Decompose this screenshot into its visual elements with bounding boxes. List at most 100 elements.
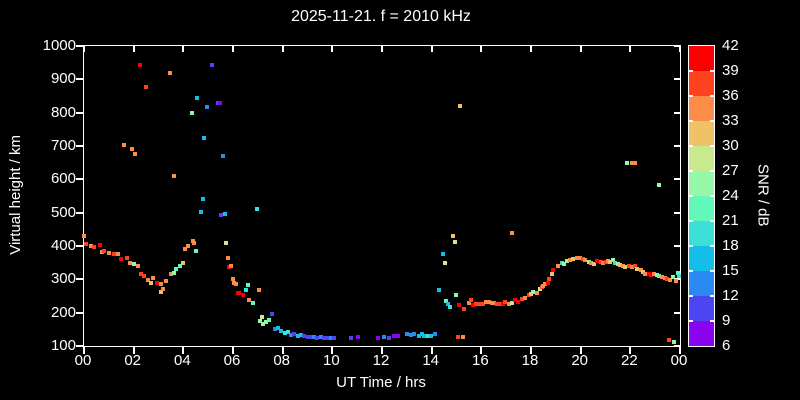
scatter-point bbox=[155, 280, 159, 285]
y-tick-right bbox=[674, 345, 680, 347]
x-tick-label: 00 bbox=[670, 352, 688, 369]
colorbar-tick-label: 33 bbox=[722, 112, 739, 129]
scatter-point bbox=[646, 272, 651, 277]
scatter-point bbox=[662, 276, 667, 281]
scatter-point bbox=[458, 104, 463, 108]
colorbar-notch bbox=[689, 245, 693, 247]
scatter-point bbox=[375, 335, 380, 340]
scatter-point bbox=[601, 260, 606, 265]
colorbar-notch bbox=[710, 95, 714, 97]
colorbar-notch bbox=[689, 95, 693, 97]
scatter-point bbox=[119, 257, 123, 262]
scatter-point bbox=[632, 264, 637, 268]
scatter-point bbox=[500, 302, 505, 307]
scatter-point bbox=[605, 259, 610, 263]
colorbar-tick-label: 9 bbox=[722, 312, 731, 329]
colorbar-tick-label: 21 bbox=[722, 212, 739, 229]
y-tick bbox=[76, 345, 83, 347]
scatter-point bbox=[92, 245, 97, 249]
scatter-point bbox=[649, 273, 654, 277]
x-tick-label: 20 bbox=[571, 352, 588, 369]
y-tick-label: 800 bbox=[50, 103, 76, 121]
scatter-point bbox=[470, 303, 475, 307]
colorbar-band bbox=[689, 96, 714, 121]
scatter-point bbox=[115, 252, 120, 257]
scatter-point bbox=[139, 271, 144, 276]
scatter-point bbox=[396, 334, 401, 338]
scatter-point bbox=[562, 261, 567, 266]
x-tick-label: 08 bbox=[273, 352, 290, 369]
scatter-point bbox=[163, 279, 168, 283]
scatter-point bbox=[451, 234, 456, 238]
scatter-point bbox=[260, 315, 265, 319]
scatter-point bbox=[264, 319, 269, 324]
x-tick bbox=[83, 347, 85, 354]
scatter-point bbox=[429, 334, 434, 338]
scatter-point bbox=[509, 230, 514, 235]
x-tick-label: 02 bbox=[124, 352, 141, 369]
scatter-point bbox=[452, 240, 457, 244]
x-tick bbox=[381, 347, 383, 354]
scatter-point bbox=[273, 327, 278, 332]
scatter-point bbox=[219, 213, 224, 218]
scatter-point bbox=[589, 260, 594, 265]
scatter-point bbox=[641, 269, 646, 274]
scatter-point bbox=[495, 302, 500, 307]
scatter-point bbox=[534, 290, 539, 295]
scatter-point bbox=[158, 290, 163, 294]
scatter-point bbox=[457, 303, 462, 307]
scatter-point bbox=[269, 312, 274, 317]
scatter-point bbox=[285, 329, 290, 334]
y-tick-right bbox=[674, 111, 680, 114]
colorbar-band bbox=[689, 46, 714, 71]
scatter-point bbox=[260, 321, 265, 326]
scatter-point bbox=[198, 210, 203, 214]
x-tick-label: 10 bbox=[322, 352, 340, 369]
colorbar-band bbox=[689, 271, 714, 296]
x-tick-label: 22 bbox=[620, 352, 638, 369]
x-tick-label: 16 bbox=[471, 352, 489, 369]
y-tick-label: 200 bbox=[50, 303, 76, 321]
x-tick-top bbox=[579, 46, 582, 52]
scatter-point bbox=[442, 261, 447, 266]
scatter-point bbox=[138, 63, 143, 68]
colorbar-tick-label: 42 bbox=[722, 37, 739, 54]
x-tick bbox=[629, 347, 632, 354]
x-tick bbox=[430, 347, 433, 354]
y-tick-right bbox=[674, 145, 680, 147]
scatter-point bbox=[675, 271, 680, 276]
x-tick-top bbox=[530, 46, 532, 52]
scatter-point bbox=[223, 240, 228, 245]
colorbar-band bbox=[689, 221, 714, 246]
scatter-point bbox=[202, 136, 207, 140]
scatter-point bbox=[88, 244, 93, 248]
scatter-point bbox=[250, 300, 255, 305]
x-tick-label: 00 bbox=[74, 352, 92, 369]
colorbar-tick-label: 6 bbox=[722, 337, 731, 354]
scatter-point bbox=[433, 332, 438, 337]
scatter-point bbox=[244, 288, 249, 293]
scatter-point bbox=[210, 63, 215, 68]
scatter-point bbox=[315, 335, 320, 340]
scatter-point bbox=[559, 260, 564, 265]
colorbar-tick-label: 12 bbox=[722, 287, 739, 304]
scatter-point bbox=[168, 272, 173, 277]
scatter-point bbox=[673, 279, 678, 283]
scatter-point bbox=[549, 272, 554, 277]
scatter-point bbox=[168, 71, 173, 75]
scatter-point bbox=[83, 242, 88, 247]
scatter-point bbox=[158, 282, 163, 287]
scatter-point bbox=[598, 259, 603, 264]
scatter-point bbox=[621, 264, 626, 268]
scatter-point bbox=[150, 275, 155, 280]
scatter-point bbox=[445, 302, 450, 307]
y-tick bbox=[76, 78, 83, 81]
scatter-point bbox=[666, 338, 671, 342]
scatter-point bbox=[185, 244, 190, 248]
scatter-point bbox=[543, 281, 548, 286]
x-tick bbox=[281, 347, 284, 354]
scatter-point bbox=[233, 282, 238, 287]
scatter-point bbox=[382, 335, 387, 339]
colorbar-notch bbox=[710, 295, 714, 297]
scatter-point bbox=[132, 151, 137, 156]
